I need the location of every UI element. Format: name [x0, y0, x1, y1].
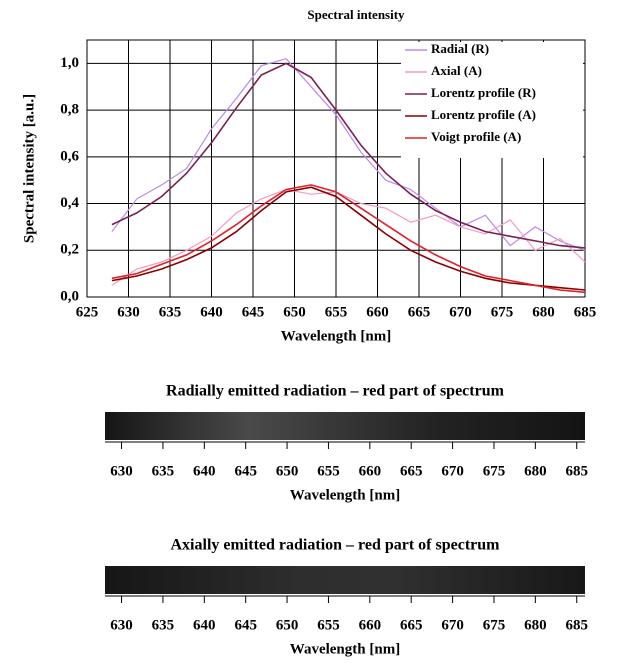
x-tick-label: 650 [276, 463, 299, 479]
legend-label: Voigt profile (A) [431, 129, 521, 144]
x-tick-label: 645 [242, 304, 265, 320]
x-axis-label: Wavelength [nm] [281, 328, 391, 344]
x-tick-label: 660 [366, 304, 389, 320]
x-tick-label: 670 [441, 617, 464, 633]
legend-label: Axial (A) [431, 63, 482, 78]
x-tick-label: 650 [283, 304, 306, 320]
chart-title: Spectral intensity [307, 7, 405, 22]
x-tick-label: 635 [152, 617, 175, 633]
x-tick-label: 675 [491, 304, 514, 320]
series-line [111, 62, 586, 249]
x-tick-label: 665 [408, 304, 431, 320]
y-tick-label: 0,4 [60, 195, 79, 211]
y-tick-label: 0,8 [60, 102, 79, 118]
x-tick-label: 670 [441, 463, 464, 479]
x-tick-label: 625 [76, 304, 99, 320]
y-tick-label: 0,0 [60, 288, 79, 304]
x-tick-label: 655 [325, 304, 348, 320]
x-tick-label: 635 [159, 304, 182, 320]
legend-label: Lorentz profile (A) [431, 107, 536, 122]
strip-title: Radially emitted radiation – red part of… [166, 383, 505, 400]
x-tick-label: 665 [400, 617, 423, 633]
x-tick-label: 680 [524, 463, 547, 479]
x-tick-label: 675 [483, 617, 506, 633]
legend-label: Lorentz profile (R) [431, 85, 536, 100]
series-line [111, 186, 586, 291]
x-tick-label: 655 [317, 463, 340, 479]
x-tick-label: 630 [117, 304, 140, 320]
y-axis-label: Spectral intensity [a.u.] [21, 94, 37, 243]
x-axis-label: Wavelength [nm] [290, 641, 400, 657]
strip-title: Axially emitted radiation – red part of … [171, 537, 501, 554]
y-tick-label: 0,6 [60, 148, 79, 164]
x-axis-label: Wavelength [nm] [290, 487, 400, 503]
y-tick-label: 1,0 [60, 55, 79, 71]
series-line [111, 188, 586, 286]
x-tick-label: 655 [317, 617, 340, 633]
series-line [111, 184, 586, 294]
x-tick-label: 685 [565, 617, 588, 633]
x-tick-label: 680 [532, 304, 555, 320]
x-tick-label: 645 [234, 617, 257, 633]
x-tick-label: 665 [400, 463, 423, 479]
x-tick-label: 660 [359, 463, 382, 479]
x-tick-label: 650 [276, 617, 299, 633]
plot-frame [86, 39, 586, 298]
legend-label: Radial (R) [431, 41, 489, 56]
x-tick-label: 660 [359, 617, 382, 633]
legend-box [401, 42, 583, 158]
x-tick-label: 630 [110, 617, 133, 633]
x-tick-label: 685 [565, 463, 588, 479]
x-tick-label: 680 [524, 617, 547, 633]
series-line [111, 58, 586, 251]
y-tick-label: 0,2 [60, 242, 79, 258]
x-tick-label: 630 [110, 463, 133, 479]
x-tick-label: 640 [200, 304, 223, 320]
x-tick-label: 640 [193, 463, 216, 479]
x-tick-label: 635 [152, 463, 175, 479]
spectrum-image [105, 412, 585, 440]
x-tick-label: 670 [449, 304, 472, 320]
x-tick-label: 685 [574, 304, 597, 320]
x-tick-label: 645 [234, 463, 257, 479]
x-tick-label: 675 [483, 463, 506, 479]
spectrum-image [105, 566, 585, 594]
x-tick-label: 640 [193, 617, 216, 633]
